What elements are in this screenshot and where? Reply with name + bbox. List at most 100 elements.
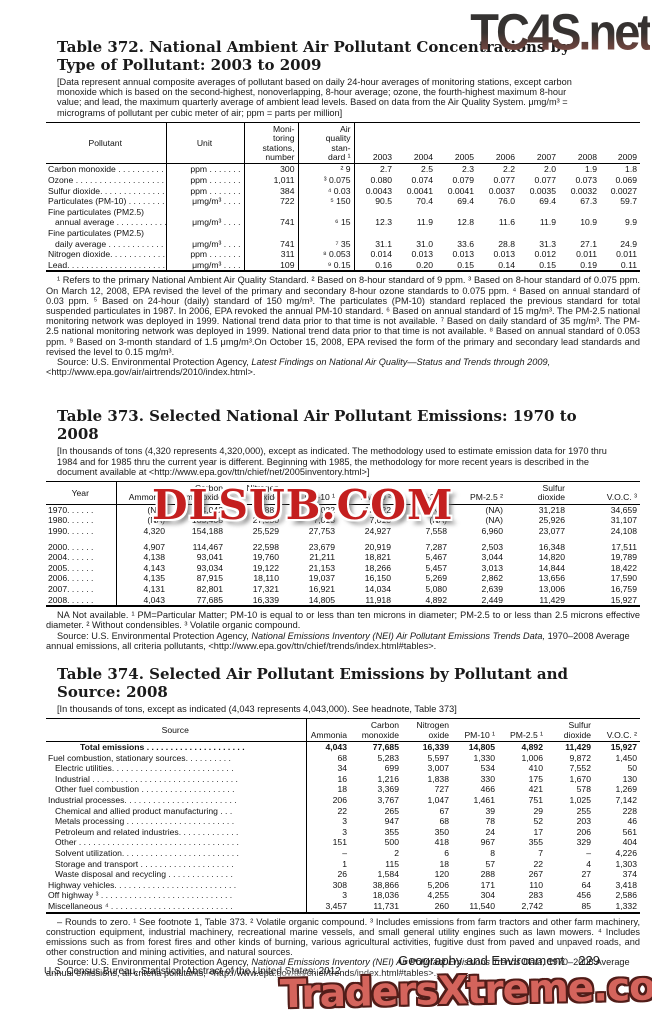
source-suffix: 1970–2008 Average annual emissions, all … <box>46 957 630 978</box>
table-row: Particulates (PM-10) . . . . . . . . . μm… <box>48 196 637 207</box>
source-title: National Emissions Inventory (NEI) Air P… <box>251 630 546 641</box>
table-row: Other . . . . . . . . . . . . . . . . . … <box>55 837 637 848</box>
table-row: Metals processing . . . . . . . . . . . … <box>55 816 637 827</box>
col-carbon-monoxide: Carbon monoxide <box>350 718 402 742</box>
col-year-2003: 2003 <box>353 122 395 165</box>
table-374: Source Ammonia Carbon monoxide Nitrogen … <box>46 718 640 914</box>
table-372: Pollutant Unit Moni- toring stations, nu… <box>46 121 640 273</box>
col-year: Year <box>46 481 116 505</box>
table-374-source: Source: U.S. Environmental Protection Ag… <box>46 957 640 977</box>
table-row: 1970. . . . . . (NA) 204,042 26,882 13,022 13… <box>48 504 637 516</box>
table-row: Petroleum and related industries. . . . … <box>55 826 637 838</box>
source-suffix: 1970–2008 Average annual emissions, all … <box>46 630 630 651</box>
table-row: 2000. . . . . . 4,907 114,467 22,598 23,679 2… <box>48 541 637 553</box>
table-row: Electric utilities. . . . . . . . . . . … <box>55 763 637 774</box>
col-standard: Air quality stan- dard ¹ <box>297 122 354 165</box>
table-row: annual average . . . . . . . . . . . . .… <box>55 217 637 228</box>
table-374-headnote: [In thousands of tons, except as indicat… <box>57 703 457 714</box>
col-year-2004: 2004 <box>395 122 436 165</box>
table-373-header-row: Year Ammonia Carbon monoxide Nitrogen ox… <box>46 481 640 505</box>
table-row: 2005. . . . . . 4,143 93,034 19,122 21,153 18… <box>48 562 637 574</box>
col-voc: V.O.C. ³ <box>568 481 640 505</box>
table-374-title: Table 374. Selected Air Pollutant Emissi… <box>57 664 569 701</box>
table-row: 1980. . . . . . (NA) 185,408 27,080 7,013 7,0… <box>48 515 637 527</box>
page-content: Table 372. National Ambient Air Pollutan… <box>46 38 640 978</box>
table-row: Chemical and allied product manufacturin… <box>55 805 637 817</box>
col-source: Source <box>46 718 306 742</box>
tradersxtreme-watermark: TradersXtreme.com <box>279 963 652 1018</box>
source-prefix: Source: U.S. Environmental Protection Ag… <box>57 630 252 641</box>
table-row: 1990. . . . . . 4,320 154,188 25,529 27,753 2… <box>48 526 637 537</box>
footer-section-title: Geography and Environment <box>398 953 565 968</box>
col-pm10: PM-10 ¹ <box>452 718 498 742</box>
col-sulfur-dioxide: Sulfur dioxide <box>546 718 594 742</box>
table-row: Carbon monoxide . . . . . . . . . . . ppm… <box>48 163 637 176</box>
source-prefix: Source: U.S. Environmental Protection Ag… <box>57 357 252 367</box>
col-ammonia: Ammonia <box>305 718 350 742</box>
col-pm10-1: PM-10 ¹ <box>282 481 338 505</box>
table-row: Ozone . . . . . . . . . . . . . . . . . … <box>48 175 637 186</box>
table-row: 2006. . . . . . 4,135 87,915 18,110 19,037 16… <box>48 573 637 584</box>
table-row: 2007. . . . . . 4,131 82,801 17,321 16,921 14… <box>48 583 637 595</box>
table-374-header-row: Source Ammonia Carbon monoxide Nitrogen … <box>46 718 640 742</box>
table-372-body: Carbon monoxide . . . . . . . . . . . ppm… <box>46 163 640 272</box>
col-year-2009: 2009 <box>600 122 640 165</box>
table-374-body: Total emissions . . . . . . . . . . . . … <box>46 741 640 913</box>
col-ammonia: Ammonia <box>115 481 168 505</box>
source-title: National Emissions Inventory (NEI) Air P… <box>251 957 546 968</box>
col-pm25-1: PM-2.5 ¹ <box>394 481 450 505</box>
col-stations: Moni- toring stations, number <box>243 122 298 165</box>
table-row: Industrial . . . . . . . . . . . . . . .… <box>55 773 637 785</box>
table-row: 2004. . . . . . 4,138 93,041 19,760 21,211 18… <box>48 552 637 563</box>
col-nitrogen-oxide: Nitrogen oxide <box>226 481 282 505</box>
col-pm25: PM-2.5 ¹ <box>498 718 546 742</box>
table-373-headnote: [In thousands of tons (4,320 represents … <box>57 446 607 477</box>
table-row: Off highway ³ . . . . . . . . . . . . . … <box>48 890 637 901</box>
table-row: Storage and transport . . . . . . . . . … <box>55 858 637 870</box>
table-row: Solvent utilization. . . . . . . . . . .… <box>55 847 637 859</box>
table-row: Highway vehicles. . . . . . . . . . . . … <box>48 879 637 891</box>
col-year-2008: 2008 <box>559 122 600 165</box>
table-374-footnote: – Rounds to zero. ¹ See footnote 1, Tabl… <box>46 916 640 958</box>
col-sulfur-dioxide: Sulfur dioxide <box>506 481 568 505</box>
col-pm25-2: PM-2.5 ² <box>450 481 506 505</box>
col-voc: V.O.C. ² <box>594 718 640 742</box>
col-year-2005: 2005 <box>436 122 477 165</box>
table-372-header-row: Pollutant Unit Moni- toring stations, nu… <box>46 122 640 165</box>
table-373-body: 1970. . . . . . (NA) 204,042 26,882 13,022 13… <box>46 504 640 607</box>
source-prefix: Source: U.S. Environmental Protection Ag… <box>57 957 252 968</box>
col-pm10-2: PM-10 ² <box>338 481 394 505</box>
col-carbon-monoxide: Carbon monoxide <box>168 481 226 505</box>
source-suffix: <http://www.epa.gov/air/airtrends/2010/i… <box>46 367 256 378</box>
table-row: Total emissions . . . . . . . . . . . . … <box>80 741 637 753</box>
table-row: Fine particulates (PM2.5) <box>46 206 640 218</box>
table-372-title: Table 372. National Ambient Air Pollutan… <box>57 38 570 74</box>
col-year-2007: 2007 <box>518 122 559 165</box>
table-372-footnote: ¹ Refers to the primary National Ambient… <box>46 275 640 357</box>
table-373-source: Source: U.S. Environmental Protection Ag… <box>46 631 640 651</box>
table-row: Nitrogen dioxide. . . . . . . . . . . . … <box>48 249 637 260</box>
footer-section: Geography and Environment 229 <box>398 953 600 968</box>
table-row: Fine particulates (PM2.5) <box>46 228 640 239</box>
tc4s-watermark: TC4S.net <box>470 2 652 61</box>
col-pollutant: Pollutant <box>46 122 166 165</box>
table-row: Waste disposal and recycling . . . . . .… <box>55 869 637 880</box>
table-row: Miscellaneous ⁴ . . . . . . . . . . . . … <box>48 900 637 913</box>
dlsub-watermark: DLSUB.COM <box>152 481 454 529</box>
table-row: Sulfur dioxide. . . . . . . . . . . . . … <box>48 185 637 197</box>
table-row: Other fuel combustion . . . . . . . . . … <box>55 784 637 795</box>
footer-page-number: 229 <box>578 953 600 968</box>
table-372-source: Source: U.S. Environmental Protection Ag… <box>46 357 640 377</box>
col-nitrogen-oxide: Nitrogen oxide <box>402 718 452 742</box>
table-row <box>46 536 640 542</box>
table-372-headnote: [Data represent annual composite average… <box>57 77 572 118</box>
table-373: Year Ammonia Carbon monoxide Nitrogen ox… <box>46 481 640 608</box>
source-title: Latest Findings on National Air Quality—… <box>251 357 551 367</box>
col-year-2006: 2006 <box>477 122 518 165</box>
table-row: Fuel combustion, stationary sources. . .… <box>48 752 637 764</box>
table-373-title: Table 373. Selected National Air Polluta… <box>57 407 577 444</box>
col-unit: Unit <box>165 122 244 165</box>
table-row: Lead. . . . . . . . . . . . . . . . . . … <box>48 259 637 272</box>
table-row: Industrial processes. . . . . . . . . . … <box>48 794 637 806</box>
